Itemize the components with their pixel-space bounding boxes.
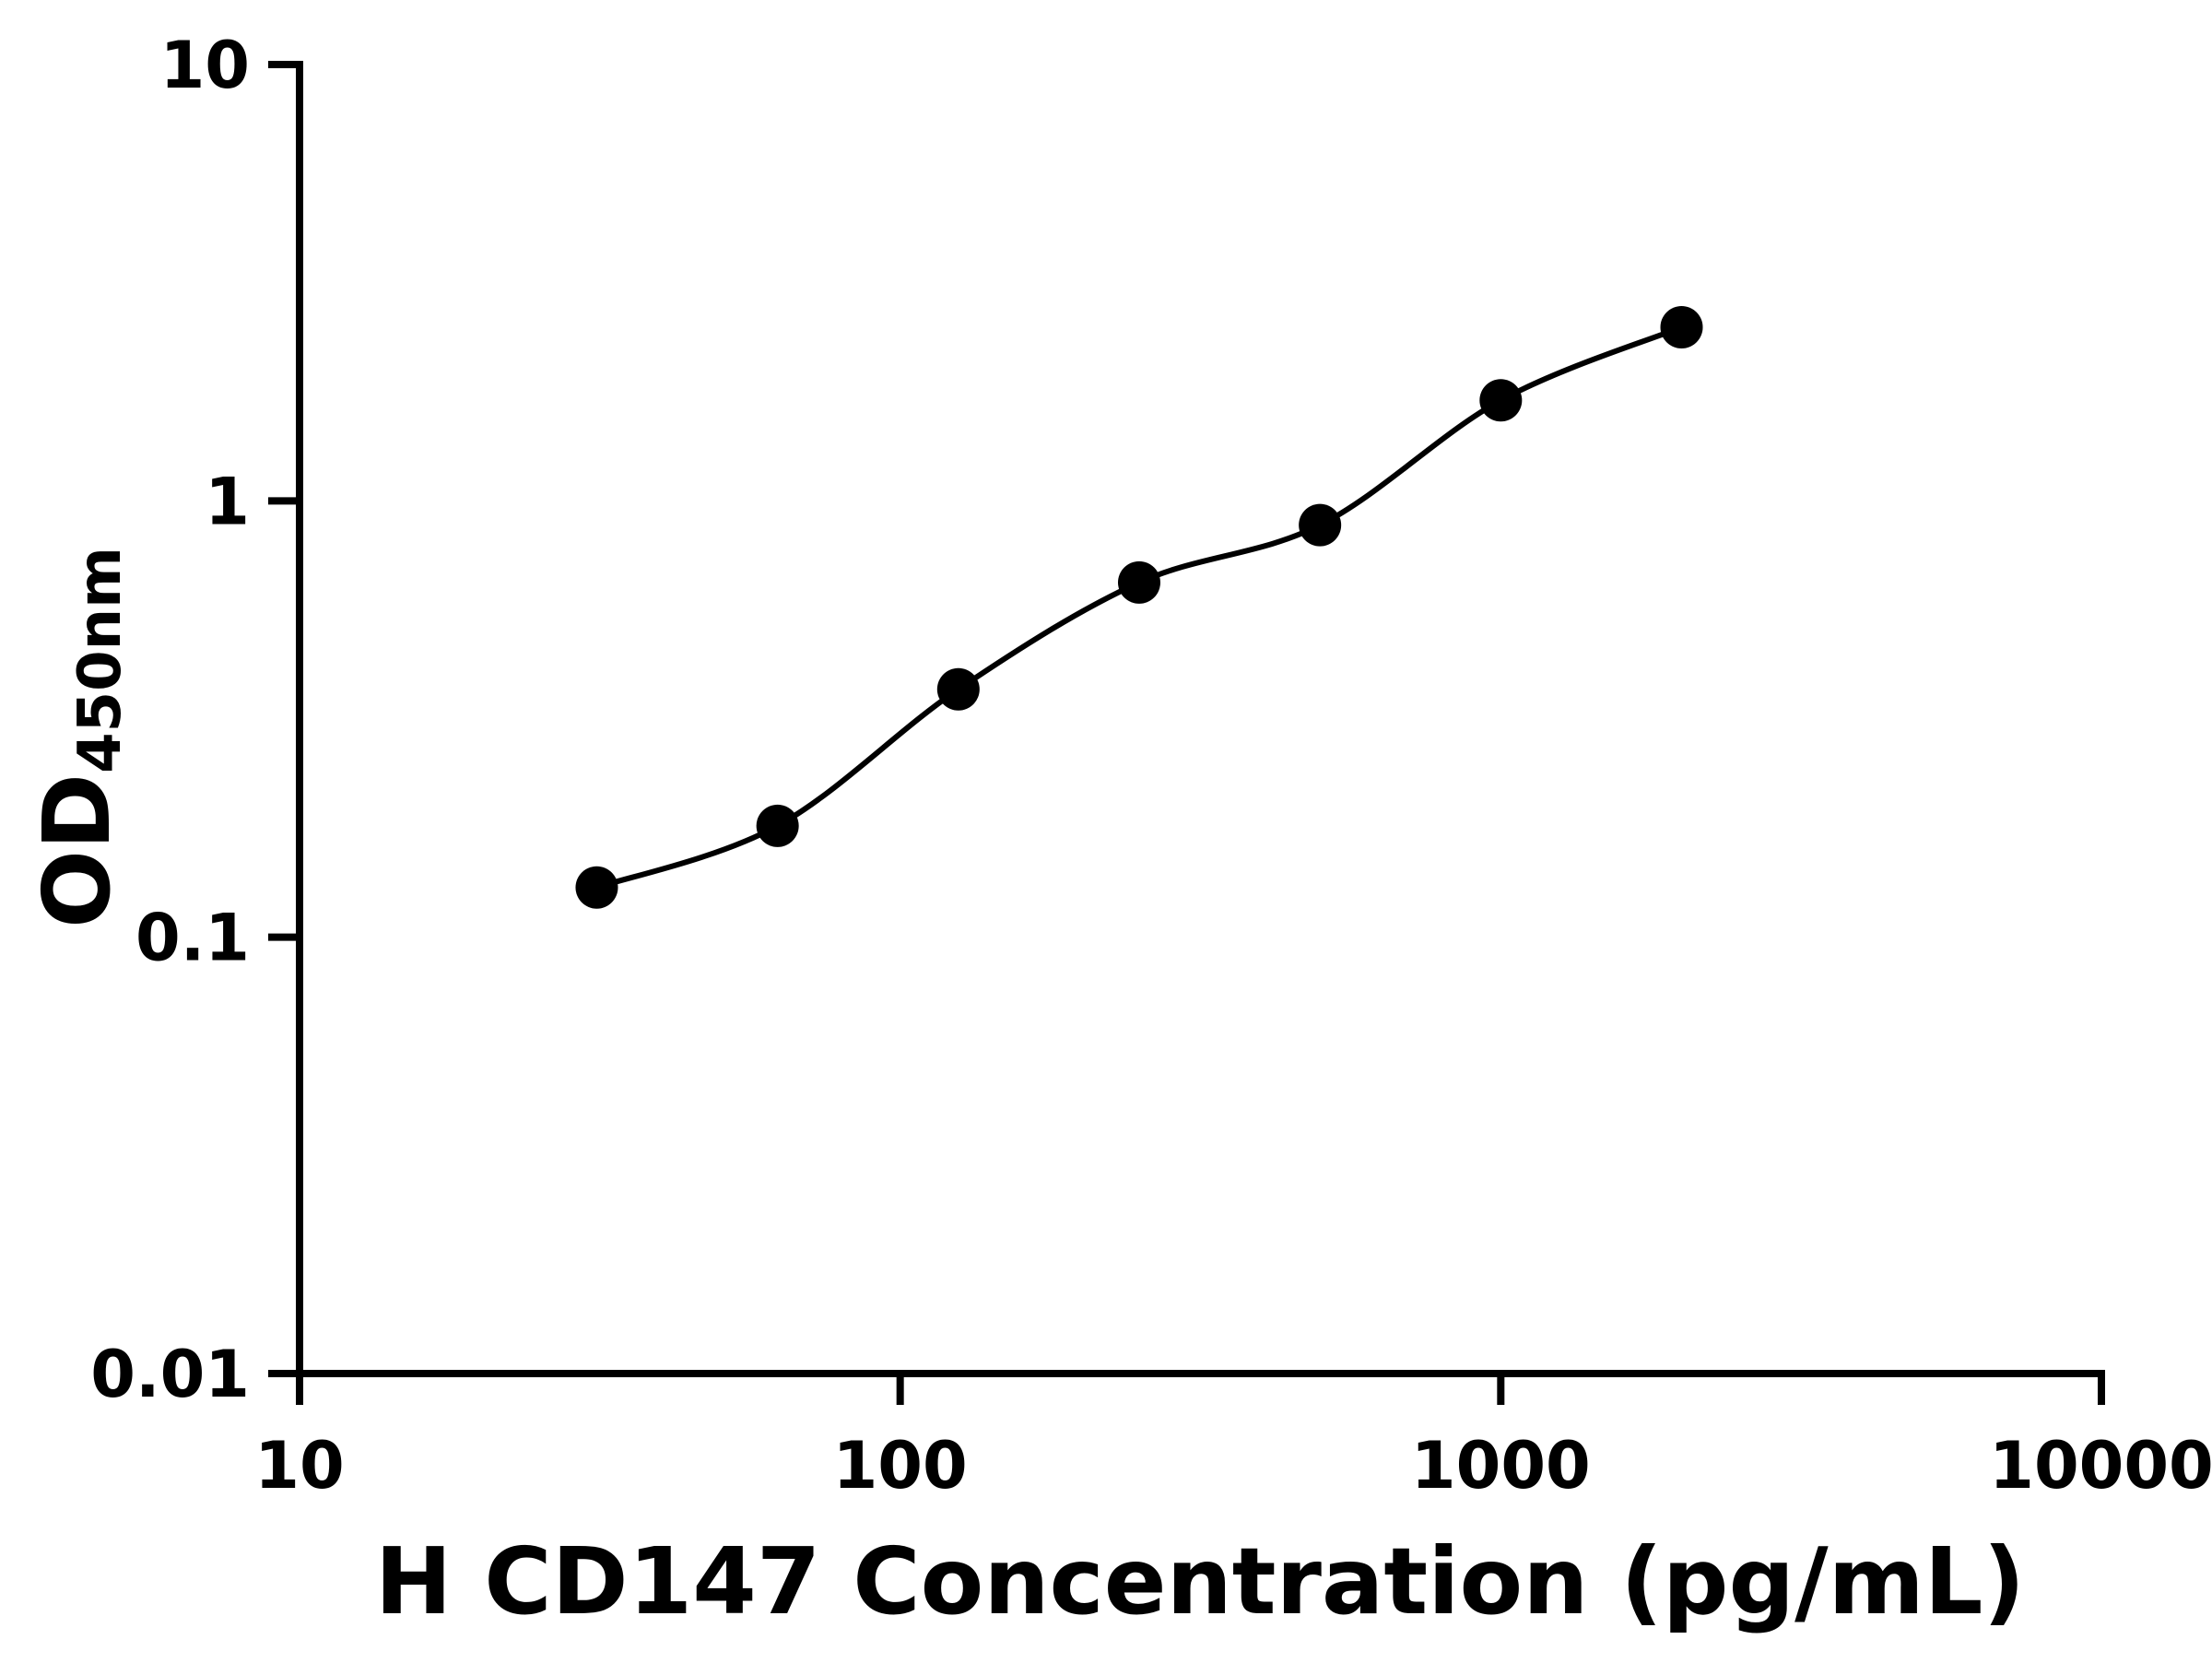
data-point [1299,503,1342,547]
y-tick-label: 1 [205,464,250,539]
data-point [1660,305,1703,348]
data-point [1117,560,1160,604]
x-tick-label: 10000 [1989,1428,2212,1504]
y-tick-label: 0.1 [135,901,250,976]
x-tick-label: 10 [254,1428,344,1504]
data-point [1479,379,1523,422]
data-point [936,667,980,711]
x-axis-title: H CD147 Concentration (pg/mL) [375,1527,2025,1635]
y-tick-label: 10 [160,28,250,103]
x-tick-label: 1000 [1411,1428,1591,1504]
data-point [575,866,618,909]
data-point [756,804,799,847]
y-axis-title-main: OD [23,773,131,928]
plot-area: 10 100 1000 10000 0.01 0.1 1 10 [90,28,2212,1504]
y-axis-title: OD450nm [23,547,135,928]
y-axis-title-subscript: 450nm [66,547,135,773]
y-tick-label: 0.01 [90,1337,250,1412]
x-tick-label: 100 [833,1428,968,1504]
